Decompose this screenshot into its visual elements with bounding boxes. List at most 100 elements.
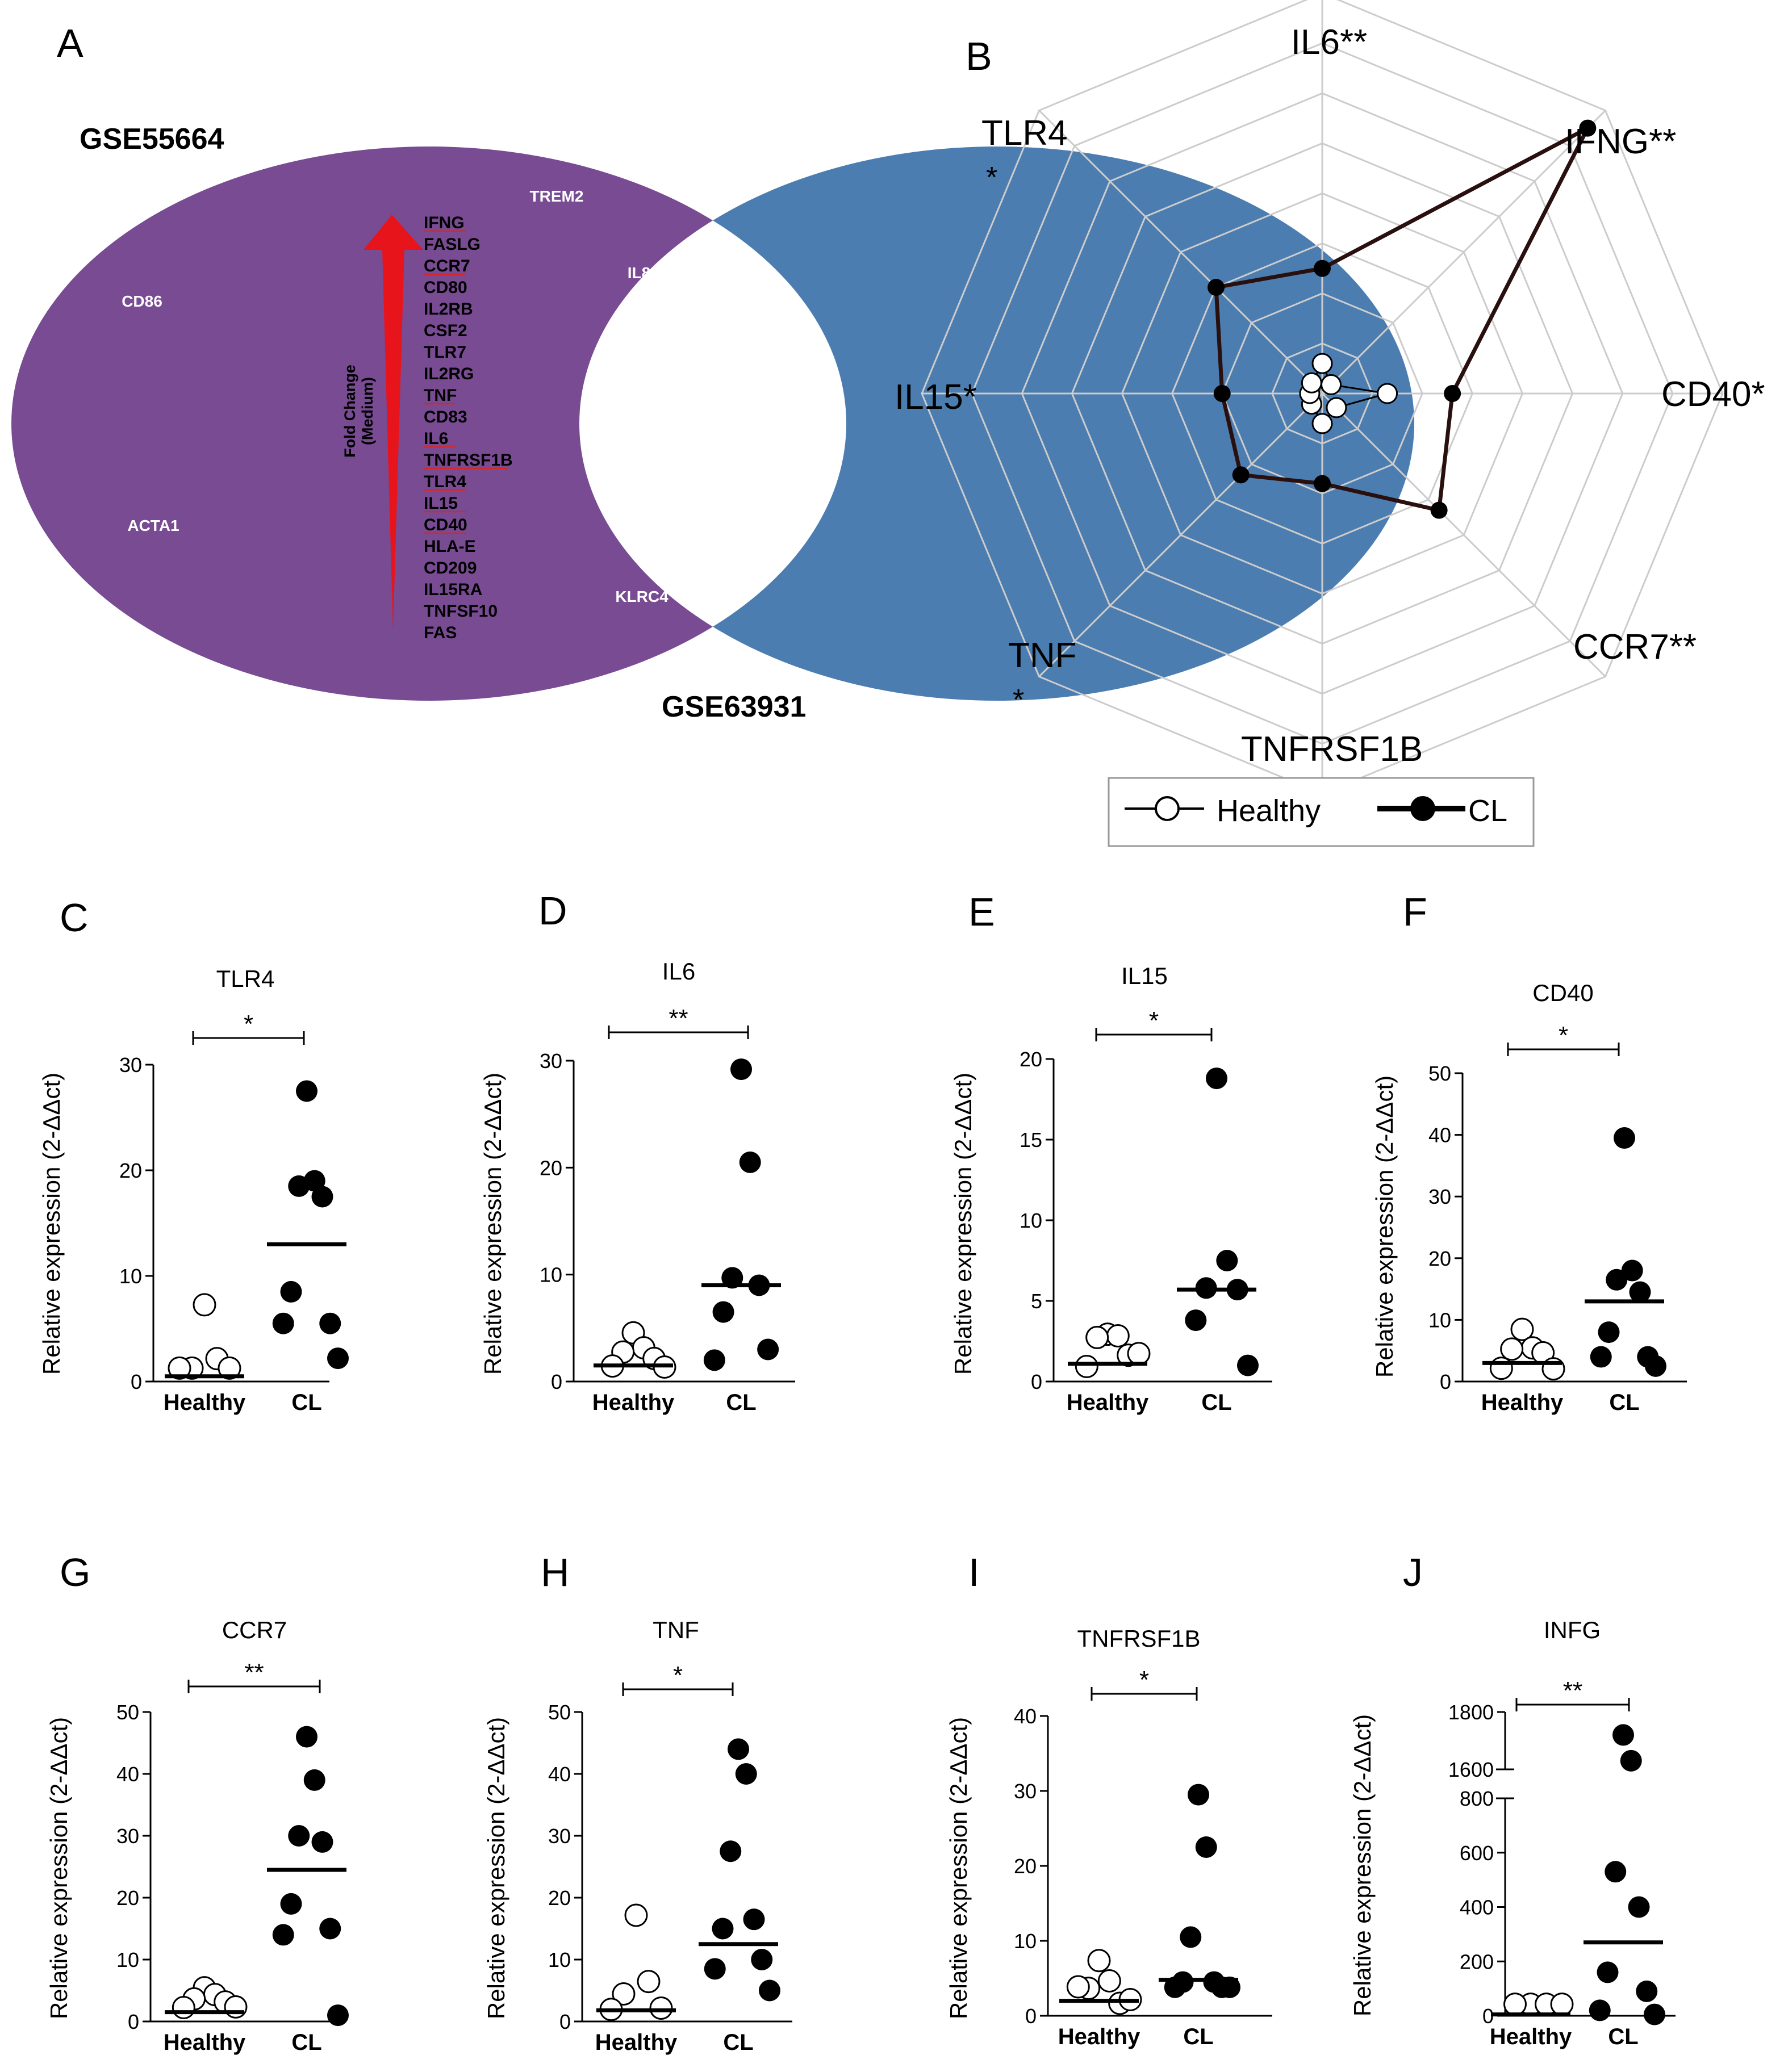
point-cl <box>280 1893 302 1915</box>
y-tick-label: 40 <box>1014 1705 1037 1728</box>
y-axis-label: Relative expression (2-ΔΔct) <box>479 1073 506 1375</box>
panel-letter: G <box>60 1550 90 1594</box>
point-cl <box>1188 1784 1209 1806</box>
y-tick-label: 0 <box>128 2010 139 2033</box>
y-tick-label: 10 <box>540 1263 562 1287</box>
point-cl <box>327 1347 349 1370</box>
point-healthy <box>1087 1949 1111 1973</box>
y-tick-label: 20 <box>1428 1247 1451 1270</box>
radar-axis-label: IFNG** <box>1565 122 1676 161</box>
point-cl <box>712 1301 734 1323</box>
point-cl <box>720 1840 742 1862</box>
venn-unique-genes: CD86 ACTA1 TREM2 IL8 IL4 ACTB CAMK2B FSCN1 KLRC4 <box>122 187 804 605</box>
venn-gene-il15ra: IL15RA <box>424 580 482 599</box>
point-cl <box>1597 1961 1619 1983</box>
sig-stars: ** <box>669 1004 688 1032</box>
radar-point-cl <box>1314 259 1331 277</box>
radar-point-cl <box>1430 501 1448 519</box>
point-healthy <box>193 1293 216 1317</box>
point-cl <box>311 1831 333 1853</box>
y-axis-label: Relative expression (2-ΔΔct) <box>945 1717 972 2019</box>
y-axis-label: Relative expression (2-ΔΔct) <box>1371 1075 1398 1378</box>
venn-gene-tlr4: TLR4 <box>424 472 466 491</box>
point-healthy <box>1500 1337 1524 1361</box>
radar-axis-label: IL6** <box>1291 23 1367 62</box>
x-category-healthy: Healthy <box>164 2030 246 2055</box>
point-cl <box>721 1267 743 1289</box>
point-cl <box>1621 1259 1643 1282</box>
x-category-cl: CL <box>723 2030 753 2055</box>
radar-point-healthy <box>1301 372 1322 394</box>
x-category-healthy: Healthy <box>595 2030 678 2055</box>
radar-point-cl <box>1213 385 1231 402</box>
x-category-cl: CL <box>291 1390 321 1415</box>
point-cl <box>704 1958 726 1980</box>
chart-title: CD40 <box>1532 980 1593 1006</box>
y-axis-label: Relative expression (2-ΔΔct) <box>38 1073 65 1375</box>
x-category-healthy: Healthy <box>1067 1390 1149 1415</box>
point-healthy <box>1510 1317 1534 1341</box>
point-cl <box>1180 1926 1202 1948</box>
venn-gene-cd80: CD80 <box>424 278 467 297</box>
legend-marker-healthy <box>1155 796 1180 821</box>
y-tick-label: 50 <box>116 1701 139 1724</box>
y-tick-label: 400 <box>1460 1896 1494 1919</box>
venn-gene-tlr7: TLR7 <box>424 343 466 362</box>
point-healthy <box>649 1996 673 2020</box>
y-tick-label: 0 <box>131 1370 142 1393</box>
legend-marker-cl <box>1410 796 1435 821</box>
point-cl <box>1598 1321 1620 1343</box>
point-healthy <box>1127 1342 1151 1366</box>
venn-gene-acta1: ACTA1 <box>127 517 179 534</box>
point-cl <box>1620 1749 1642 1772</box>
point-cl <box>1636 1980 1658 2002</box>
radar-point-cl <box>1579 119 1597 137</box>
venn-gene-cd40: CD40 <box>424 516 467 534</box>
point-cl <box>1629 1281 1651 1303</box>
point-cl <box>735 1763 757 1785</box>
x-category-cl: CL <box>726 1390 756 1415</box>
panel-a-venn: A GSE55664 GSE63931 CD86 ACTA1 TREM2 IL8 IL4… <box>11 21 1414 723</box>
chart-title: TLR4 <box>216 965 275 992</box>
y-tick-label: 40 <box>548 1763 571 1786</box>
radar-axis-label: TLR4 <box>981 114 1068 153</box>
point-cl <box>272 1924 294 1946</box>
chart-title: IL6 <box>662 958 695 985</box>
venn-gene-il8: IL8 <box>628 264 650 282</box>
venn-gene-tnf: TNF <box>424 386 457 405</box>
chart-title: IL15 <box>1121 962 1168 989</box>
radar-axis-label: CCR7** <box>1573 627 1697 667</box>
venn-gene-klrc4: KLRC4 <box>615 588 669 605</box>
venn-gene-il4: IL4 <box>750 311 773 328</box>
y-tick-label: 0 <box>551 1370 562 1393</box>
y-tick-label: 20 <box>540 1156 562 1179</box>
y-tick-label: 1600 <box>1448 1758 1494 1781</box>
radar-point-cl <box>1208 279 1225 296</box>
venn-gene-cd209: CD209 <box>424 559 477 577</box>
venn-gene-trem2: TREM2 <box>530 187 584 205</box>
chart-title: TNF <box>653 1617 699 1643</box>
y-axis-label: Relative expression (2-ΔΔct) <box>950 1073 976 1375</box>
radar-axis-label: IL15* <box>895 378 977 417</box>
x-category-cl: CL <box>1608 2024 1638 2049</box>
fold-change-arrow <box>364 215 423 630</box>
point-healthy <box>224 1995 248 2019</box>
point-healthy <box>1097 1969 1121 1993</box>
point-cl <box>1612 1724 1634 1746</box>
x-category-cl: CL <box>1609 1390 1639 1415</box>
venn-gene-cd86: CD86 <box>122 292 162 310</box>
y-tick-label: 10 <box>116 1948 139 1971</box>
y-tick-label: 10 <box>548 1948 571 1971</box>
x-category-healthy: Healthy <box>1490 2024 1572 2049</box>
y-tick-label: 30 <box>1428 1185 1451 1208</box>
point-cl <box>759 1979 780 2002</box>
point-cl <box>757 1338 779 1361</box>
y-tick-label: 200 <box>1460 1950 1494 1973</box>
y-tick-label: 50 <box>548 1701 571 1724</box>
panel-h-scatter: H TNF Relative expression (2-ΔΔct) * 0 10 20 30… <box>483 1550 792 2055</box>
venn-gene-il2rg: IL2RG <box>424 365 474 383</box>
y-tick-label: 30 <box>1014 1780 1037 1803</box>
sig-stars: * <box>1149 1007 1159 1035</box>
y-tick-label: 600 <box>1460 1841 1494 1865</box>
